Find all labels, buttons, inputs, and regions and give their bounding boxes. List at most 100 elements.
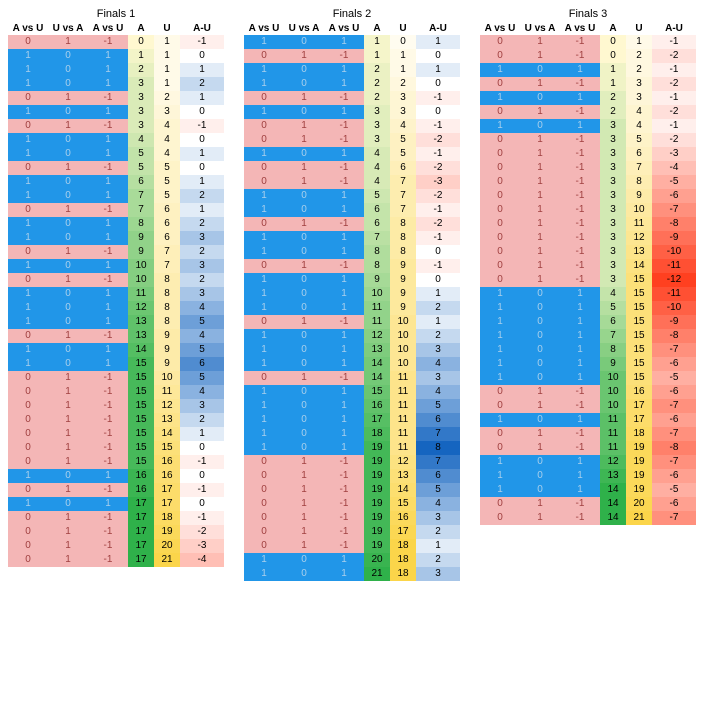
- u-cell: 3: [390, 105, 416, 119]
- table-row: 10116160: [8, 469, 224, 483]
- u-cell: 4: [626, 119, 652, 133]
- avs-cell: 0: [244, 217, 284, 231]
- avs-cell: 0: [8, 245, 48, 259]
- avs-cell: 1: [244, 147, 284, 161]
- au-cell: -9: [652, 231, 696, 245]
- avs-cell: 0: [480, 105, 520, 119]
- a-cell: 3: [128, 77, 154, 91]
- avs-cell: 1: [48, 245, 88, 259]
- a-cell: 4: [364, 175, 390, 189]
- au-cell: -6: [652, 497, 696, 511]
- u-cell: 1: [390, 49, 416, 63]
- avs-cell: 1: [48, 329, 88, 343]
- u-cell: 15: [626, 371, 652, 385]
- au-cell: 4: [180, 329, 224, 343]
- avs-cell: 0: [480, 385, 520, 399]
- table-row: 01-134-1: [244, 119, 460, 133]
- u-cell: 11: [390, 385, 416, 399]
- col-header: A-U: [652, 22, 696, 35]
- a-cell: 11: [600, 441, 626, 455]
- data-table: A vs UU vs AA vs UAUA-U10110101-11101012…: [244, 22, 460, 581]
- table-row: 101963: [8, 231, 224, 245]
- avs-cell: -1: [560, 441, 600, 455]
- table-row: 01-135-2: [244, 133, 460, 147]
- col-header: A vs U: [244, 22, 284, 35]
- avs-cell: 1: [244, 287, 284, 301]
- avs-cell: 0: [48, 133, 88, 147]
- u-cell: 10: [390, 357, 416, 371]
- avs-cell: 0: [480, 203, 520, 217]
- avs-cell: -1: [88, 385, 128, 399]
- u-cell: 11: [390, 399, 416, 413]
- a-cell: 15: [364, 385, 390, 399]
- avs-cell: 1: [48, 273, 88, 287]
- table-row: 01-1311-8: [480, 217, 696, 231]
- table-row: 101815-7: [480, 343, 696, 357]
- avs-cell: -1: [560, 161, 600, 175]
- col-header: U vs A: [284, 22, 324, 35]
- avs-cell: 0: [8, 427, 48, 441]
- avs-cell: -1: [560, 385, 600, 399]
- table-row: 1011495: [8, 343, 224, 357]
- table-row: 10178-1: [244, 231, 460, 245]
- au-cell: -11: [652, 287, 696, 301]
- avs-cell: 0: [284, 245, 324, 259]
- avs-cell: 1: [8, 49, 48, 63]
- avs-cell: 0: [48, 287, 88, 301]
- avs-cell: 0: [48, 259, 88, 273]
- table-row: 10167-1: [244, 203, 460, 217]
- a-cell: 3: [600, 217, 626, 231]
- au-cell: -1: [180, 455, 224, 469]
- panel-title: Finals 2: [244, 8, 460, 20]
- avs-cell: 0: [520, 371, 560, 385]
- avs-cell: 0: [244, 315, 284, 329]
- a-cell: 1: [364, 49, 390, 63]
- avs-cell: 1: [8, 301, 48, 315]
- avs-cell: 0: [480, 427, 520, 441]
- avs-cell: 1: [560, 413, 600, 427]
- au-cell: 3: [416, 511, 460, 525]
- au-cell: 5: [180, 371, 224, 385]
- avs-cell: -1: [560, 497, 600, 511]
- au-cell: -3: [416, 175, 460, 189]
- avs-cell: -1: [560, 105, 600, 119]
- table-row: 01-119136: [244, 469, 460, 483]
- col-header: A: [600, 22, 626, 35]
- a-cell: 7: [600, 329, 626, 343]
- avs-cell: 0: [480, 77, 520, 91]
- u-cell: 10: [154, 371, 180, 385]
- avs-cell: -1: [324, 539, 364, 553]
- avs-cell: 1: [480, 119, 520, 133]
- avs-cell: 1: [88, 357, 128, 371]
- avs-cell: 0: [480, 441, 520, 455]
- avs-cell: 0: [48, 63, 88, 77]
- a-cell: 4: [364, 147, 390, 161]
- avs-cell: 0: [8, 329, 48, 343]
- table-row: 01-138-5: [480, 175, 696, 189]
- a-cell: 3: [128, 105, 154, 119]
- avs-cell: -1: [88, 273, 128, 287]
- avs-cell: 1: [560, 301, 600, 315]
- table-row: 10119118: [244, 441, 460, 455]
- u-cell: 11: [154, 385, 180, 399]
- avs-cell: 0: [480, 399, 520, 413]
- u-cell: 12: [626, 231, 652, 245]
- avs-cell: 1: [88, 259, 128, 273]
- u-cell: 18: [390, 539, 416, 553]
- avs-cell: 0: [284, 203, 324, 217]
- au-cell: 3: [180, 231, 224, 245]
- col-header: A vs U: [8, 22, 48, 35]
- a-cell: 16: [128, 469, 154, 483]
- table-row: 01-1310-7: [480, 203, 696, 217]
- a-cell: 3: [600, 231, 626, 245]
- au-cell: 2: [416, 301, 460, 315]
- u-cell: 4: [154, 133, 180, 147]
- u-cell: 7: [390, 189, 416, 203]
- table-row: 01-115105: [8, 371, 224, 385]
- table-row: 01-119163: [244, 511, 460, 525]
- avs-cell: 1: [8, 189, 48, 203]
- u-cell: 21: [626, 511, 652, 525]
- avs-cell: 0: [244, 91, 284, 105]
- a-cell: 17: [128, 497, 154, 511]
- avs-cell: 0: [244, 497, 284, 511]
